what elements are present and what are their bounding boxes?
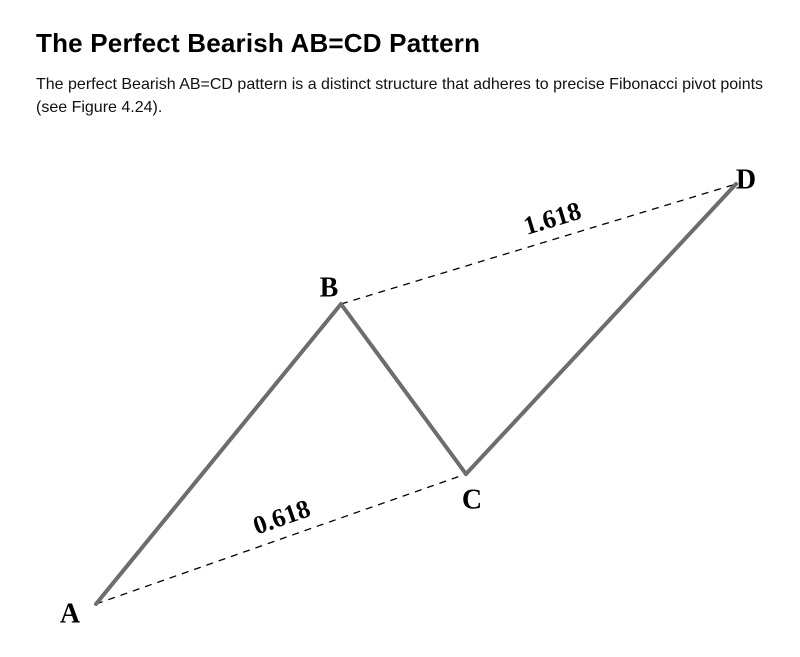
ratio-label: 1.618 — [520, 196, 584, 241]
point-label-B: B — [320, 273, 339, 304]
page: The Perfect Bearish AB=CD Pattern The pe… — [0, 0, 800, 649]
point-label-C: C — [462, 485, 482, 516]
page-title: The Perfect Bearish AB=CD Pattern — [36, 28, 764, 59]
ratio-label-text: 1.618 — [520, 196, 584, 241]
edge-B-D-dashed — [341, 184, 736, 304]
edge-B-C — [341, 304, 466, 474]
point-label-D: D — [736, 165, 756, 196]
point-label-A: A — [60, 599, 81, 630]
abcd-pattern-diagram: 0.618 1.618 A B C D — [36, 129, 764, 649]
edge-A-B — [96, 304, 341, 604]
edge-C-D — [466, 184, 736, 474]
diagram-container: 0.618 1.618 A B C D — [36, 129, 764, 649]
ratio-label-text: 0.618 — [249, 494, 314, 541]
ratio-label: 0.618 — [249, 494, 314, 541]
page-description: The perfect Bearish AB=CD pattern is a d… — [36, 73, 764, 119]
